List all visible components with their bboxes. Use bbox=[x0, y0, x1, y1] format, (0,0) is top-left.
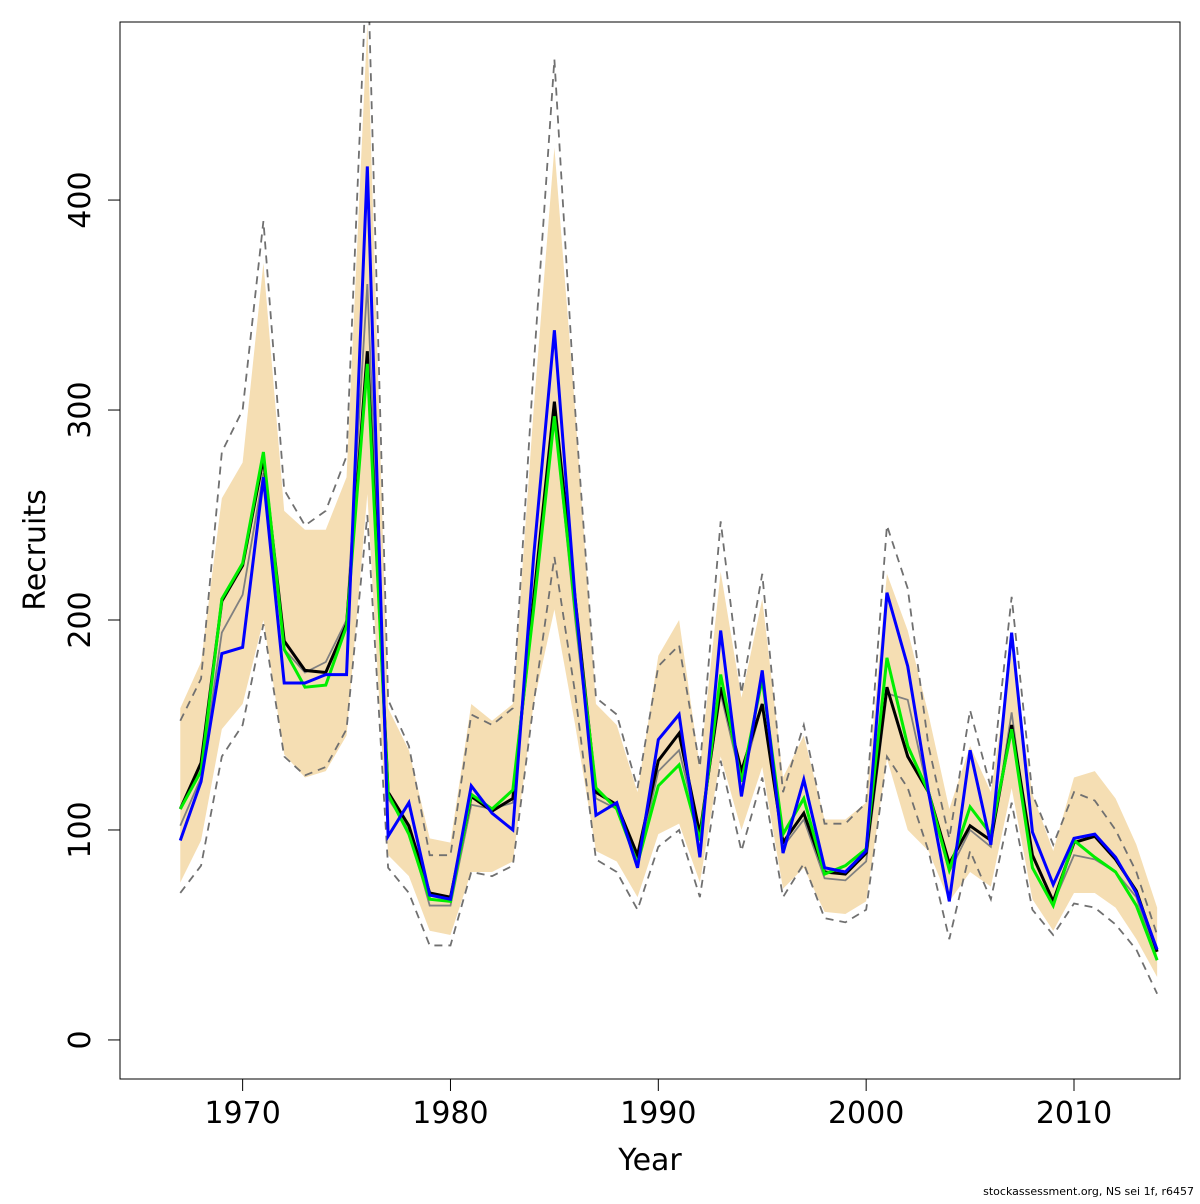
footnote: stockassessment.org, NS sei 1f, r6457 bbox=[983, 1185, 1194, 1198]
series-line bbox=[178, 166, 1159, 951]
x-tick-label: 1980 bbox=[412, 1096, 488, 1131]
x-tick-label: 1990 bbox=[620, 1096, 696, 1131]
x-axis-label: Year bbox=[617, 1143, 682, 1178]
y-tick-label: 300 bbox=[63, 381, 98, 438]
y-tick-label: 200 bbox=[63, 591, 98, 648]
interval-line bbox=[179, 22, 1158, 936]
x-tick-label: 1970 bbox=[204, 1096, 280, 1131]
interval-line bbox=[179, 514, 1158, 995]
y-axis-label: Recruits bbox=[18, 489, 53, 611]
y-tick-label: 400 bbox=[63, 171, 98, 228]
plot-frame bbox=[119, 21, 1181, 1080]
x-tick-label: 2000 bbox=[828, 1096, 904, 1131]
y-tick-label: 100 bbox=[63, 801, 98, 858]
x-tick-label: 2010 bbox=[1036, 1096, 1112, 1131]
y-tick-label: 0 bbox=[63, 1030, 98, 1049]
plot-area bbox=[178, 22, 1159, 995]
confidence-band bbox=[180, 23, 1158, 977]
